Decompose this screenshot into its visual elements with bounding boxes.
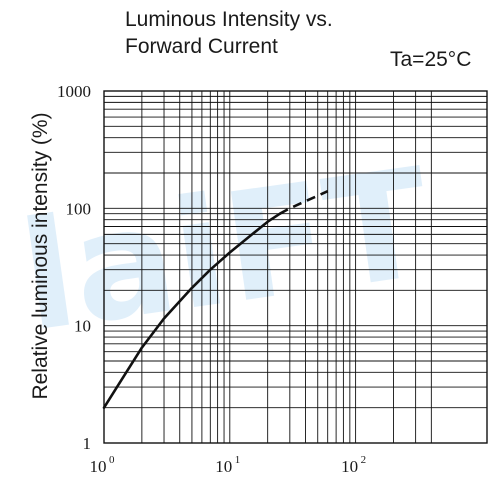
plot-frame (103, 90, 488, 444)
x-tick-exponent: 0 (109, 454, 115, 466)
y-tick-label: 1000 (57, 82, 91, 101)
y-axis-label: Relative luminous intensity (%) (29, 112, 52, 399)
y-tick-labels: 1 10 100 1000 (57, 82, 91, 453)
y-tick-label: 100 (66, 199, 92, 218)
x-tick-base: 10 (215, 457, 232, 476)
chart-title-line-2: Forward Current (125, 35, 278, 58)
x-tick-label: 10 2 (341, 454, 366, 476)
x-tick-labels: 10 0 10 1 10 2 (90, 454, 367, 476)
series-line-dashed (279, 190, 329, 215)
x-tick-exponent: 2 (361, 454, 367, 466)
series-layer (102, 190, 329, 410)
condition-label: Ta=25°C (390, 48, 471, 71)
x-tick-base: 10 (341, 457, 358, 476)
y-tick-label: 10 (74, 317, 91, 336)
chart-title-line-1: Luminous Intensity vs. (125, 8, 333, 31)
y-tick-label: 1 (83, 434, 92, 453)
grid (104, 91, 487, 443)
x-tick-exponent: 1 (235, 454, 241, 466)
series-line-solid (102, 212, 282, 410)
x-tick-label: 10 0 (90, 454, 116, 476)
x-tick-base: 10 (90, 457, 107, 476)
x-tick-label: 10 1 (215, 454, 240, 476)
